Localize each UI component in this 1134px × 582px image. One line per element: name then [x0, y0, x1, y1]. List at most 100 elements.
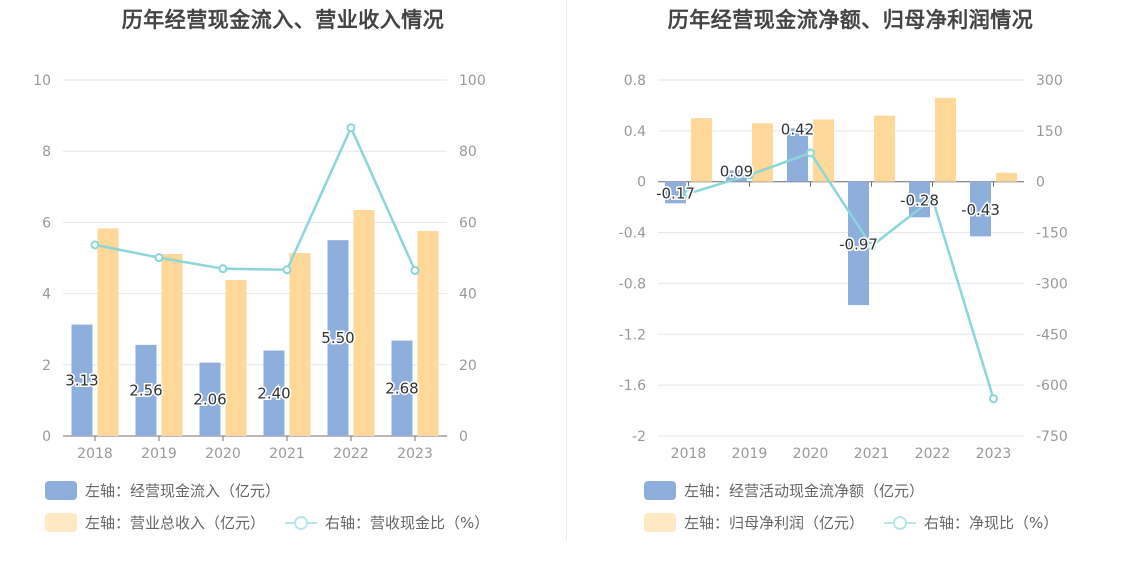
- legend-item-revenue[interactable]: 左轴：营业总收入（亿元）: [45, 512, 265, 533]
- y-left-tick-label: 10: [33, 73, 51, 89]
- line-point: [90, 240, 100, 250]
- bar-primary: [665, 181, 686, 204]
- y-left-tick-label: 6: [42, 215, 51, 231]
- bar-secondary: [874, 115, 895, 182]
- bar-primary: [263, 350, 285, 436]
- legend-line-marker-icon: [884, 513, 917, 532]
- bar-primary: [970, 181, 991, 237]
- legend-label: 左轴：经营现金流入（亿元）: [85, 482, 281, 500]
- legend-swatch-blue: [644, 481, 676, 500]
- legend-item-net-cashflow[interactable]: 左轴：经营活动现金流净额（亿元）: [644, 480, 924, 501]
- line-point: [218, 264, 228, 274]
- bar-data-label: -0.28: [900, 192, 939, 210]
- cash-inflow-revenue-panel: 历年经营现金流入、营业收入情况 0 2 4 6 8 10 0 20 40 60 80 100 2018 2…: [0, 0, 566, 582]
- y-right-tick-label: 80: [459, 144, 477, 160]
- line-point: [346, 123, 356, 133]
- line-point: [806, 148, 815, 158]
- bar-data-label: 2.06: [193, 390, 226, 408]
- line-point: [410, 265, 420, 275]
- x-tick-label: 2023: [397, 446, 433, 462]
- y-right-tick-label: -600: [1036, 378, 1068, 394]
- bar-secondary: [935, 97, 956, 182]
- x-tick-label: 2022: [333, 446, 369, 462]
- bar-data-label: -0.43: [961, 201, 1000, 219]
- line-point: [928, 194, 937, 204]
- y-right-tick-label: -750: [1036, 429, 1068, 445]
- y-right-tick-label: 100: [459, 73, 486, 89]
- bar-primary: [71, 324, 93, 436]
- y-left-tick-label: 0: [637, 175, 646, 191]
- y-right-tick-label: -450: [1036, 327, 1068, 343]
- bar-secondary: [225, 280, 247, 436]
- bar-primary: [391, 340, 413, 436]
- x-tick-label: 2020: [793, 446, 829, 462]
- y-right-tick-label: 20: [459, 358, 477, 374]
- bar-primary: [848, 181, 869, 306]
- line-series: [688, 151, 995, 400]
- bar-secondary: [691, 118, 712, 182]
- legend-label: 右轴：营收现金比（%）: [325, 514, 490, 532]
- legend-swatch-blue: [45, 481, 77, 500]
- legend-row-1: 左轴：经营现金流入（亿元）: [45, 480, 300, 501]
- x-tick-label: 2019: [141, 446, 177, 462]
- legend-row-2: 左轴：归母净利润（亿元） 右轴：净现比（%）: [644, 512, 1078, 533]
- x-tick-label: 2020: [205, 446, 241, 462]
- legend-label: 左轴：归母净利润（亿元）: [684, 514, 865, 532]
- line-point: [745, 170, 754, 180]
- bar-data-label: 2.68: [385, 379, 418, 397]
- bar-data-label: -0.17: [656, 185, 695, 203]
- bar-secondary: [353, 209, 375, 436]
- legend-line-marker-icon: [285, 513, 318, 532]
- legend-item-net-cash-ratio[interactable]: 右轴：净现比（%）: [884, 512, 1058, 533]
- line-point: [154, 253, 164, 263]
- bar-primary: [787, 128, 808, 182]
- legend-item-net-profit[interactable]: 左轴：归母净利润（亿元）: [644, 512, 864, 533]
- panel-divider: [566, 0, 567, 540]
- x-tick-label: 2022: [915, 446, 951, 462]
- line-point: [867, 241, 876, 251]
- y-left-tick-label: 0.4: [624, 124, 646, 140]
- x-tick-label: 2018: [77, 446, 113, 462]
- bar-primary: [909, 181, 930, 218]
- bar-data-label: -0.97: [839, 235, 878, 253]
- net-cashflow-profit-panel: 历年经营现金流净额、归母净利润情况 -2 -1.6 -1.2 -0.8 -0.4 0 0.4…: [567, 0, 1134, 582]
- legend-label: 左轴：营业总收入（亿元）: [85, 514, 266, 532]
- bar-secondary: [97, 228, 119, 436]
- bar-primary: [135, 344, 157, 436]
- chart-title: 历年经营现金流入、营业收入情况: [121, 8, 445, 32]
- bar-primary: [327, 240, 349, 436]
- y-right-tick-label: 60: [459, 215, 477, 231]
- chart-title: 历年经营现金流净额、归母净利润情况: [667, 8, 1034, 32]
- bar-data-label: 2.40: [257, 384, 290, 402]
- y-right-tick-label: 0: [459, 429, 468, 445]
- net-cashflow-profit-chart: -2 -1.6 -1.2 -0.8 -0.4 0 0.4 0.8 -750 -600 -450 -30…: [619, 73, 1068, 462]
- legend-row-1: 左轴：经营活动现金流净额（亿元）: [644, 480, 944, 501]
- legend-item-cash-inflow[interactable]: 左轴：经营现金流入（亿元）: [45, 480, 280, 501]
- line-series: [94, 124, 417, 272]
- y-left-tick-label: 0.8: [624, 73, 646, 89]
- y-left-tick-label: -0.4: [619, 226, 646, 242]
- y-right-tick-label: 40: [459, 287, 477, 303]
- y-right-tick-label: -300: [1036, 276, 1068, 292]
- x-tick-label: 2019: [732, 446, 768, 462]
- bar-secondary: [161, 254, 183, 436]
- y-left-tick-label: -1.6: [619, 378, 646, 394]
- x-tick-label: 2021: [269, 446, 305, 462]
- y-right-tick-label: 0: [1036, 175, 1045, 191]
- y-left-tick-label: 0: [42, 429, 51, 445]
- bar-primary: [199, 362, 221, 436]
- y-right-tick-label: 300: [1036, 73, 1063, 89]
- legend-row-2: 左轴：营业总收入（亿元） 右轴：营收现金比（%）: [45, 512, 509, 533]
- bar-data-label: 2.56: [129, 381, 162, 399]
- bar-secondary: [289, 253, 311, 436]
- y-left-tick-label: 2: [42, 358, 51, 374]
- legend-label: 右轴：净现比（%）: [924, 514, 1059, 532]
- y-left-tick-label: 4: [42, 287, 51, 303]
- line-point: [989, 394, 998, 404]
- legend-item-ratio[interactable]: 右轴：营收现金比（%）: [285, 512, 489, 533]
- bar-data-label: 3.13: [65, 371, 98, 389]
- line-point: [684, 189, 693, 199]
- bar-data-label: 0.09: [720, 162, 753, 180]
- bar-primary: [726, 170, 747, 182]
